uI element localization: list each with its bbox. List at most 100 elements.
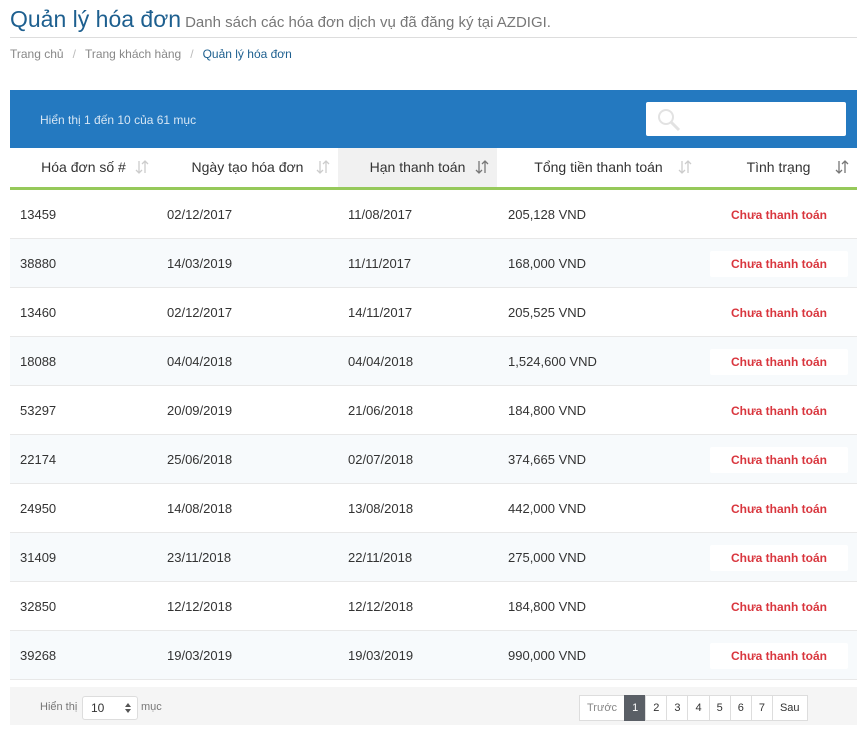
created-date: 02/12/2017 [167,305,233,320]
column-header[interactable]: Ngày tạo hóa đơn [157,148,338,187]
column-header[interactable]: Hóa đơn số # [10,148,157,187]
page-button[interactable]: Trước [579,695,626,721]
table-info: Hiển thị 1 đến 10 của 61 mục [40,113,197,127]
divider [10,37,857,38]
status-badge: Chưa thanh toán [710,545,848,571]
page-size-select[interactable]: 10 [82,696,138,720]
created-date: 02/12/2017 [167,207,233,222]
column-header[interactable]: Hạn thanh toán [338,148,497,187]
sort-icon [678,160,692,174]
invoice-id[interactable]: 13460 [20,305,57,320]
status-badge: Chưa thanh toán [710,202,848,228]
invoice-id[interactable]: 13459 [20,207,57,222]
invoice-id[interactable]: 18088 [20,354,57,369]
total-amount: 442,000 VND [508,501,587,516]
due-date: 11/08/2017 [348,207,413,222]
column-title: Ngày tạo hóa đơn [191,159,304,175]
invoice-id[interactable]: 22174 [20,452,57,467]
table-row: 32850 12/12/2018 12/12/2018 184,800 VND Chưa… [10,582,857,631]
created-date: 19/03/2019 [167,648,233,663]
invoice-id[interactable]: 53297 [20,403,57,418]
due-date: 19/03/2019 [348,648,414,663]
column-title: Hạn thanh toán [369,159,466,175]
column-header[interactable]: Tình trạng [700,148,857,187]
page-button[interactable]: 7 [750,695,773,721]
page-size-value: 10 [91,701,105,715]
pagination: Trước 1 2 3 4 5 6 7 Sau [579,695,808,721]
invoice-id[interactable]: 31409 [20,550,57,565]
page-button[interactable]: 5 [708,695,731,721]
total-amount: 168,000 VND [508,256,587,271]
table-row: 13459 02/12/2017 11/08/2017 205,128 VND Chưa… [10,190,857,239]
page-button[interactable]: 4 [687,695,710,721]
sort-icon [135,160,149,174]
sort-icon [316,160,330,174]
invoice-id[interactable]: 38880 [20,256,57,271]
page-button[interactable]: 3 [666,695,689,721]
status-badge: Chưa thanh toán [710,349,848,375]
column-title: Hóa đơn số # [41,159,126,175]
due-date: 11/11/2017 [348,256,412,271]
status-badge: Chưa thanh toán [710,643,848,669]
page-button[interactable]: 2 [645,695,668,721]
due-date: 14/11/2017 [348,305,413,320]
table-row: 24950 14/08/2018 13/08/2018 442,000 VND Chưa… [10,484,857,533]
invoice-id[interactable]: 24950 [20,501,57,516]
due-date: 12/12/2018 [348,599,414,614]
total-amount: 990,000 VND [508,648,587,663]
total-amount: 1,524,600 VND [508,354,597,369]
page-size-label: Hiển thị [40,701,78,713]
sort-icon [835,160,849,174]
status-badge: Chưa thanh toán [710,496,848,522]
table-header: Hóa đơn số # Ngày tạo hóa đơn Hạn thanh to… [10,148,857,190]
page-header: Quản lý hóa đơn Danh sách các hóa đơn dịc… [10,6,551,33]
table-row: 22174 25/06/2018 02/07/2018 374,665 VND Chưa… [10,435,857,484]
column-title: Tổng tiền thanh toán [534,159,663,175]
page-size-unit: mục [141,701,162,713]
separator: / [190,47,194,61]
breadcrumb-link[interactable]: Trang khách hàng [84,47,182,61]
created-date: 25/06/2018 [167,452,233,467]
table-row: 13460 02/12/2017 14/11/2017 205,525 VND Chưa… [10,288,857,337]
page-button[interactable]: 1 [624,695,647,721]
select-arrows [125,703,131,713]
created-date: 20/09/2019 [167,403,233,418]
due-date: 02/07/2018 [348,452,414,467]
column-header[interactable]: Tổng tiền thanh toán [497,148,700,187]
table-row: 31409 23/11/2018 22/11/2018 275,000 VND Chưa… [10,533,857,582]
total-amount: 184,800 VND [508,403,587,418]
column-title: Tình trạng [746,159,811,175]
separator: / [72,47,76,61]
total-amount: 184,800 VND [508,599,587,614]
due-date: 04/04/2018 [348,354,414,369]
breadcrumb: Trang chủ / Trang khách hàng / Quản lý hóa đ… [10,47,292,61]
created-date: 04/04/2018 [167,354,233,369]
table-row: 38880 14/03/2019 11/11/2017 168,000 VND Chưa… [10,239,857,288]
status-badge: Chưa thanh toán [710,594,848,620]
total-amount: 205,128 VND [508,207,587,222]
status-badge: Chưa thanh toán [710,398,848,424]
total-amount: 275,000 VND [508,550,587,565]
page-title: Quản lý hóa đơn [10,6,182,32]
search-input[interactable] [646,102,846,136]
total-amount: 205,525 VND [508,305,587,320]
created-date: 14/08/2018 [167,501,233,516]
page-subtitle: Danh sách các hóa đơn dịch vụ đã đăng ký… [185,14,551,31]
invoice-id[interactable]: 39268 [20,648,57,663]
invoice-id[interactable]: 32850 [20,599,57,614]
table-row: 39268 19/03/2019 19/03/2019 990,000 VND Chưa… [10,631,857,680]
sort-icon [475,160,489,174]
table-row: 53297 20/09/2019 21/06/2018 184,800 VND Chưa… [10,386,857,435]
breadcrumb-current: Quản lý hóa đơn [202,47,292,61]
due-date: 22/11/2018 [348,550,413,565]
created-date: 23/11/2018 [167,550,232,565]
breadcrumb-link[interactable]: Trang chủ [10,47,64,61]
created-date: 12/12/2018 [167,599,233,614]
page-button[interactable]: 6 [729,695,752,721]
table-row: 18088 04/04/2018 04/04/2018 1,524,600 VND Ch… [10,337,857,386]
due-date: 21/06/2018 [348,403,414,418]
status-badge: Chưa thanh toán [710,447,848,473]
status-badge: Chưa thanh toán [710,300,848,326]
page-button[interactable]: Sau [771,695,808,721]
